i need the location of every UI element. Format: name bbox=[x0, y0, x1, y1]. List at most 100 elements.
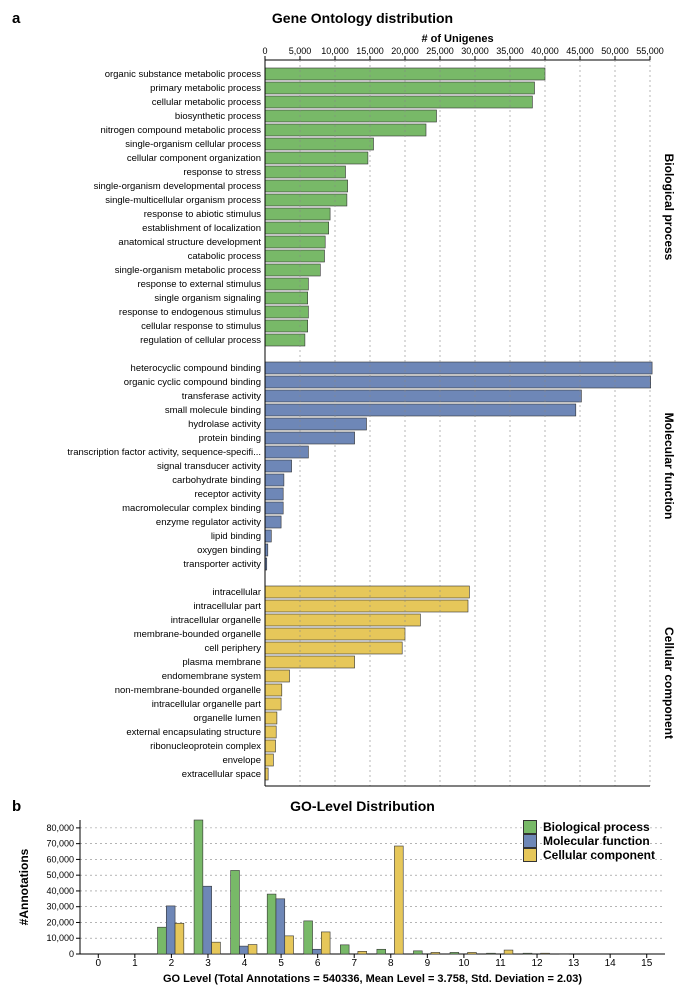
bar bbox=[265, 292, 308, 304]
svg-text:response to external stimulus: response to external stimulus bbox=[137, 279, 261, 290]
svg-text:6: 6 bbox=[315, 958, 321, 969]
bar bbox=[265, 474, 284, 486]
svg-text:20,000: 20,000 bbox=[391, 46, 419, 56]
svg-text:# of Unigenes: # of Unigenes bbox=[421, 33, 493, 45]
bar bbox=[265, 432, 355, 444]
svg-text:#Annotations: #Annotations bbox=[17, 848, 31, 925]
bar bbox=[265, 628, 405, 640]
legend-item: Biological process bbox=[523, 820, 655, 834]
bar bbox=[265, 236, 325, 248]
svg-text:Cellular component: Cellular component bbox=[662, 627, 675, 739]
svg-text:35,000: 35,000 bbox=[496, 46, 524, 56]
svg-text:intracellular organelle part: intracellular organelle part bbox=[152, 699, 262, 710]
svg-text:40,000: 40,000 bbox=[46, 886, 74, 896]
svg-text:70,000: 70,000 bbox=[46, 839, 74, 849]
svg-text:intracellular part: intracellular part bbox=[193, 601, 261, 612]
bar bbox=[265, 390, 581, 402]
bar bbox=[265, 376, 651, 388]
panel-a-title: Gene Ontology distribution bbox=[50, 10, 675, 26]
bar bbox=[265, 684, 282, 696]
svg-text:14: 14 bbox=[605, 958, 617, 969]
bar bbox=[265, 516, 281, 528]
bar bbox=[504, 950, 513, 954]
svg-text:transporter activity: transporter activity bbox=[183, 559, 261, 570]
bar bbox=[265, 124, 426, 136]
bar bbox=[265, 712, 277, 724]
bar bbox=[265, 320, 308, 332]
svg-text:ribonucleoprotein complex: ribonucleoprotein complex bbox=[150, 741, 261, 752]
panel-a-label: a bbox=[12, 10, 20, 27]
bar bbox=[265, 656, 355, 668]
bar bbox=[265, 502, 283, 514]
bar bbox=[265, 152, 368, 164]
svg-text:biosynthetic process: biosynthetic process bbox=[175, 111, 261, 122]
bar bbox=[265, 740, 276, 752]
svg-text:intracellular: intracellular bbox=[212, 587, 261, 598]
svg-text:50,000: 50,000 bbox=[601, 46, 629, 56]
svg-text:20,000: 20,000 bbox=[46, 917, 74, 927]
svg-text:30,000: 30,000 bbox=[461, 46, 489, 56]
svg-text:external encapsulating structu: external encapsulating structure bbox=[126, 727, 261, 738]
svg-text:single-organism metabolic proc: single-organism metabolic process bbox=[115, 265, 262, 276]
bar bbox=[468, 952, 477, 954]
bar bbox=[231, 870, 240, 954]
bar bbox=[431, 952, 440, 954]
bar bbox=[265, 698, 281, 710]
svg-text:12: 12 bbox=[531, 958, 543, 969]
legend: Biological processMolecular functionCell… bbox=[523, 820, 655, 862]
svg-text:intracellular organelle: intracellular organelle bbox=[171, 615, 261, 626]
bar bbox=[265, 404, 576, 416]
panel-b-title: GO-Level Distribution bbox=[50, 798, 675, 814]
svg-text:15: 15 bbox=[641, 958, 653, 969]
bar bbox=[265, 82, 535, 94]
svg-text:7: 7 bbox=[351, 958, 357, 969]
bar bbox=[377, 949, 386, 954]
bar bbox=[265, 600, 468, 612]
svg-text:transcription factor activity,: transcription factor activity, sequence-… bbox=[67, 447, 261, 458]
svg-text:nitrogen compound metabolic pr: nitrogen compound metabolic process bbox=[100, 125, 261, 136]
svg-text:0: 0 bbox=[262, 46, 267, 56]
bar bbox=[265, 222, 329, 234]
svg-text:enzyme regulator activity: enzyme regulator activity bbox=[156, 517, 261, 528]
svg-text:signal transducer activity: signal transducer activity bbox=[157, 461, 261, 472]
bar bbox=[265, 278, 308, 290]
bar bbox=[265, 68, 545, 80]
svg-text:response to endogenous stimulu: response to endogenous stimulus bbox=[119, 307, 261, 318]
svg-text:oxygen binding: oxygen binding bbox=[197, 545, 261, 556]
svg-text:single-organism developmental: single-organism developmental process bbox=[94, 181, 262, 192]
bar bbox=[265, 250, 325, 262]
legend-item: Cellular component bbox=[523, 848, 655, 862]
bar bbox=[265, 110, 437, 122]
svg-text:8: 8 bbox=[388, 958, 394, 969]
svg-text:catabolic process: catabolic process bbox=[188, 251, 262, 262]
svg-text:Molecular function: Molecular function bbox=[662, 413, 675, 520]
svg-text:carbohydrate binding: carbohydrate binding bbox=[172, 475, 261, 486]
svg-text:60,000: 60,000 bbox=[46, 854, 74, 864]
svg-text:1: 1 bbox=[132, 958, 138, 969]
bar bbox=[265, 418, 367, 430]
svg-text:cellular metabolic process: cellular metabolic process bbox=[152, 97, 262, 108]
svg-text:40,000: 40,000 bbox=[531, 46, 559, 56]
svg-text:hydrolase activity: hydrolase activity bbox=[188, 419, 261, 430]
bar bbox=[175, 923, 184, 954]
svg-text:heterocyclic compound binding: heterocyclic compound binding bbox=[131, 363, 261, 374]
bar bbox=[265, 460, 292, 472]
svg-text:single-multicellular organism: single-multicellular organism process bbox=[105, 195, 261, 206]
svg-text:protein binding: protein binding bbox=[199, 433, 261, 444]
svg-text:Biological process: Biological process bbox=[662, 154, 675, 261]
svg-text:0: 0 bbox=[96, 958, 102, 969]
svg-text:9: 9 bbox=[425, 958, 431, 969]
svg-text:primary metabolic process: primary metabolic process bbox=[150, 83, 261, 94]
svg-text:25,000: 25,000 bbox=[426, 46, 454, 56]
svg-text:envelope: envelope bbox=[222, 755, 261, 766]
bar bbox=[541, 953, 550, 954]
svg-text:regulation of cellular process: regulation of cellular process bbox=[140, 335, 261, 346]
svg-text:13: 13 bbox=[568, 958, 580, 969]
svg-text:55,000: 55,000 bbox=[636, 46, 664, 56]
bar bbox=[265, 530, 271, 542]
bar bbox=[265, 614, 420, 626]
bar bbox=[239, 946, 248, 954]
svg-text:cellular component organizatio: cellular component organization bbox=[127, 153, 261, 164]
svg-text:3: 3 bbox=[205, 958, 211, 969]
svg-text:organic cyclic compound bindin: organic cyclic compound binding bbox=[124, 377, 261, 388]
